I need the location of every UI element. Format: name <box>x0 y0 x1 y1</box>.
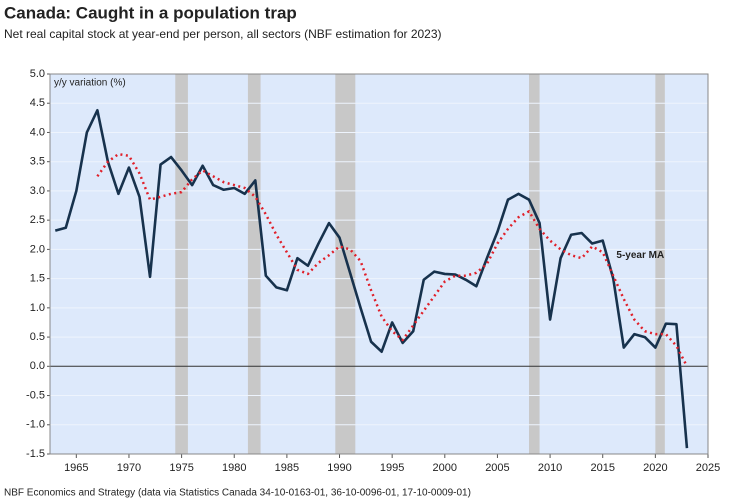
x-tick-label: 1990 <box>327 462 351 474</box>
x-tick-label: 1970 <box>117 462 141 474</box>
y-tick-label: 3.5 <box>30 156 45 168</box>
x-tick-label: 2010 <box>538 462 562 474</box>
series-line <box>96 152 689 367</box>
x-tick-label: 1975 <box>169 462 193 474</box>
y-tick-label: 0.0 <box>30 360 45 372</box>
x-tick-label: 1985 <box>275 462 299 474</box>
y-tick-label: 1.0 <box>30 302 45 314</box>
y-tick-label: 4.5 <box>30 97 45 109</box>
x-tick-label: 1995 <box>380 462 404 474</box>
y-tick-label: 4.0 <box>30 126 45 138</box>
x-tick-label: 2020 <box>643 462 667 474</box>
plot-frame <box>49 73 709 455</box>
source-note: NBF Economics and Strategy (data via Sta… <box>4 488 471 499</box>
shaded-period <box>247 74 261 454</box>
x-tick-label: 2000 <box>433 462 457 474</box>
chart-title: Canada: Caught in a population trap <box>4 3 297 22</box>
y-tick-label: 2.0 <box>30 243 45 255</box>
x-tick-label: 1980 <box>222 462 246 474</box>
x-tick-label: 1965 <box>64 462 88 474</box>
y-axis-label: y/y variation (%) <box>54 78 126 89</box>
shaded-period <box>529 74 540 454</box>
x-tick-label: 2005 <box>485 462 509 474</box>
y-tick-label: -1.0 <box>26 419 45 431</box>
y-tick-label: 1.5 <box>30 273 45 285</box>
y-tick-label: 3.0 <box>30 185 45 197</box>
chart-subtitle: Net real capital stock at year-end per p… <box>4 27 442 41</box>
x-tick-label: 2015 <box>590 462 614 474</box>
y-tick-label: 2.5 <box>30 214 45 226</box>
series-label: 5-year MA <box>616 250 664 261</box>
y-tick-label: 0.5 <box>30 331 45 343</box>
shaded-period <box>175 74 188 454</box>
y-tick-label: 5.0 <box>30 68 45 80</box>
plot-background <box>50 74 708 454</box>
y-tick-label: -1.5 <box>26 448 45 460</box>
shaded-period <box>655 74 665 454</box>
y-tick-label: -0.5 <box>26 389 45 401</box>
series-line <box>54 108 689 449</box>
shaded-period <box>335 74 356 454</box>
x-tick-label: 2025 <box>696 462 720 474</box>
